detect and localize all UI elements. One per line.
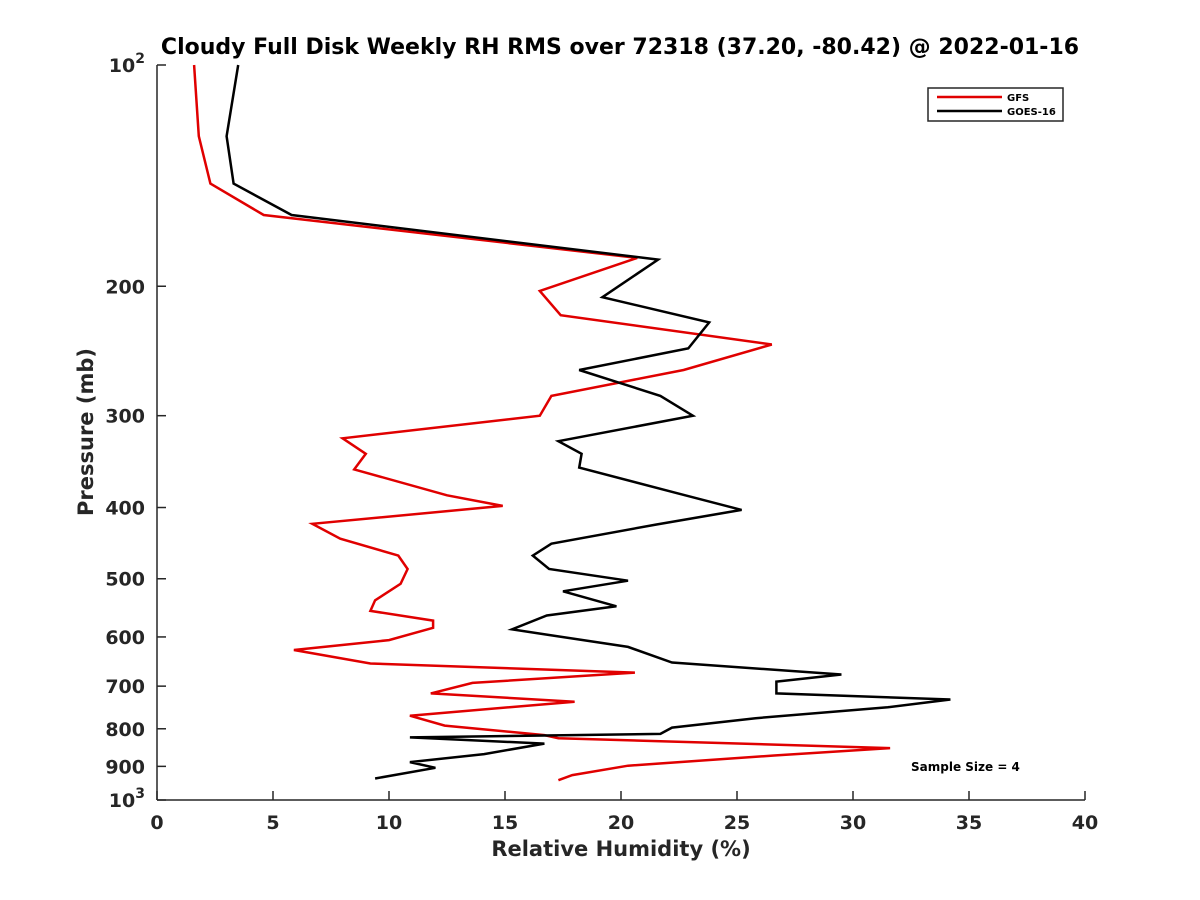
x-tick-label: 15	[492, 812, 518, 834]
legend-box	[927, 87, 1064, 122]
legend-label: GOES-16	[1007, 107, 1056, 118]
y-tick-label: 800	[105, 719, 145, 741]
series-layer	[192, 64, 951, 782]
y-tick-label: 700	[105, 676, 145, 698]
x-tick-label: 10	[376, 812, 402, 834]
legend: GFS GOES-16	[927, 87, 1064, 122]
y-tick-label-base: 300	[105, 406, 145, 428]
y-tick-label: 600	[105, 627, 145, 649]
legend-label: GFS	[1007, 93, 1029, 104]
series-line-gfs	[192, 64, 891, 782]
x-tick-label: 40	[1072, 812, 1098, 834]
y-tick-label-base: 500	[105, 569, 145, 591]
y-tick-label: 102	[109, 51, 145, 77]
y-tick-label: 200	[105, 276, 145, 298]
y-tick-label-base: 200	[105, 276, 145, 298]
y-tick-label-exponent: 2	[135, 51, 145, 67]
y-tick-label: 400	[105, 498, 145, 520]
x-tick-label: 25	[724, 812, 750, 834]
x-axis-title: Relative Humidity (%)	[491, 837, 750, 861]
y-tick-label: 500	[105, 569, 145, 591]
x-tick-label: 20	[608, 812, 634, 834]
x-tick-label: 5	[266, 812, 279, 834]
y-axis-title: Pressure (mb)	[74, 348, 98, 516]
y-tick-label-base: 800	[105, 719, 145, 741]
y-tick-label-base: 700	[105, 676, 145, 698]
y-tick-label-base: 400	[105, 498, 145, 520]
y-tick-label: 300	[105, 406, 145, 428]
y-tick-label: 103	[109, 786, 145, 812]
x-tick-label: 35	[956, 812, 982, 834]
y-tick-label-base: 900	[105, 756, 145, 778]
x-tick-label: 30	[840, 812, 866, 834]
series-line-goes-16	[225, 64, 951, 780]
y-tick-label-exponent: 3	[135, 786, 145, 802]
y-tick-label: 900	[105, 756, 145, 778]
chart-title: Cloudy Full Disk Weekly RH RMS over 7231…	[161, 35, 1079, 60]
sample-size-annotation: Sample Size = 4	[911, 760, 1020, 774]
y-tick-label-base: 10	[109, 790, 135, 812]
x-axis-ticks: 0 5 10 15 20 25 30 35 40	[150, 791, 1098, 834]
y-tick-label-base: 10	[109, 55, 135, 77]
x-tick-label: 0	[150, 812, 163, 834]
y-tick-label-base: 600	[105, 627, 145, 649]
